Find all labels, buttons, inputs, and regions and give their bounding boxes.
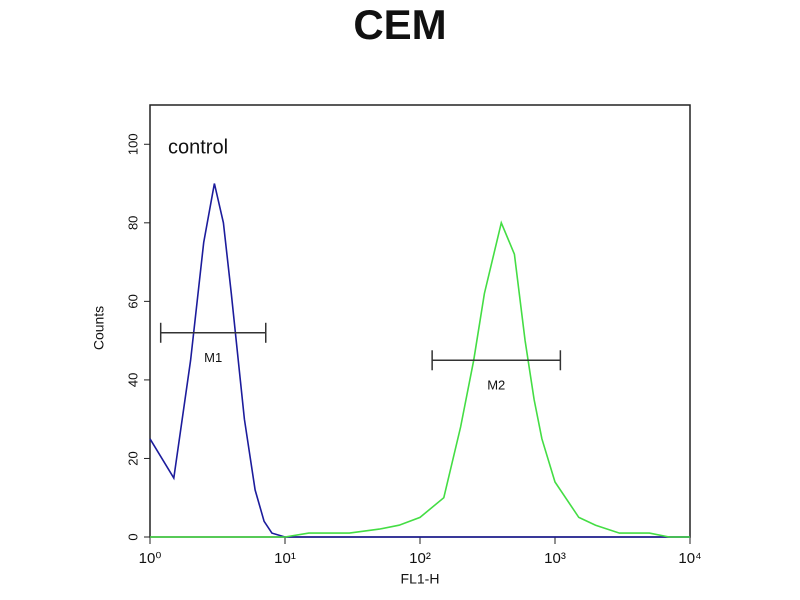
x-tick-label: 10¹ [274, 550, 296, 567]
y-tick-label: 0 [125, 533, 140, 540]
marker-label: M2 [487, 378, 505, 393]
y-tick-label: 100 [125, 133, 140, 155]
x-tick-label: 10⁴ [678, 550, 701, 567]
y-tick-label: 40 [125, 373, 140, 387]
marker-label: M1 [204, 350, 222, 365]
x-tick-label: 10² [409, 550, 431, 567]
x-axis-label: FL1-H [401, 571, 440, 587]
y-axis-label: Counts [91, 306, 107, 350]
plot-frame [149, 104, 691, 538]
data-line [150, 220, 690, 538]
y-tick-label: 80 [125, 216, 140, 230]
y-tick-label: 60 [125, 294, 140, 308]
x-tick-label: 10⁰ [139, 550, 162, 567]
y-tick-label: 20 [125, 451, 140, 465]
chart-title: CEM [353, 1, 446, 48]
data-line [149, 183, 690, 538]
x-tick-label: 10³ [544, 550, 566, 567]
annotation: control [168, 136, 228, 158]
